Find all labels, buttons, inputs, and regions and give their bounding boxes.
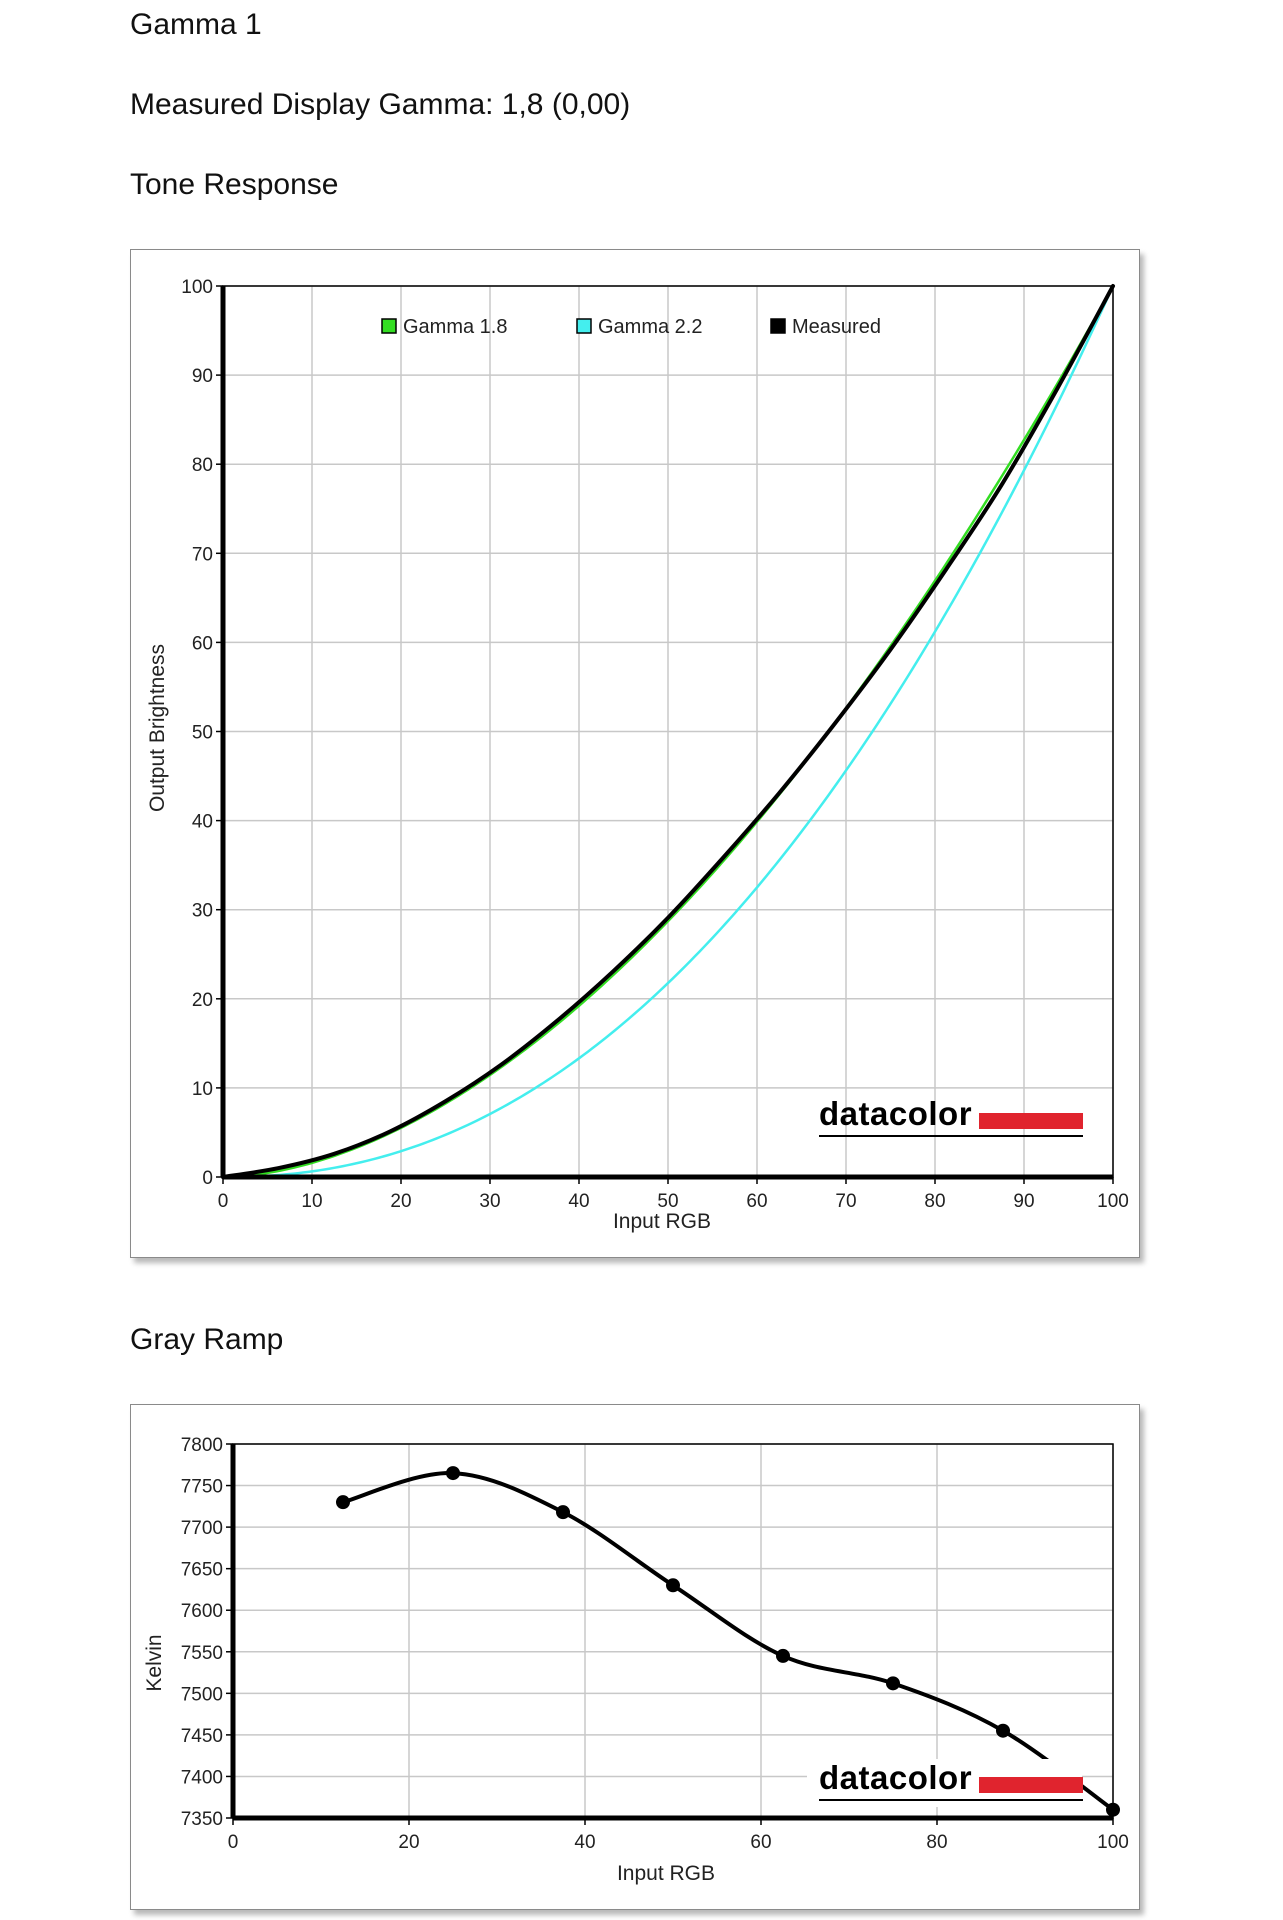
tone-y-tick-label: 60: [192, 633, 213, 654]
tone-grid: [223, 285, 1114, 1177]
tone-response-chart-panel: 0 10 20 30 40 50 60 70 80 90 100 0 10 20 30 40 50 60 70 80 9…: [130, 249, 1140, 1258]
measured-gamma-text: Measured Display Gamma: 1,8 (0,00): [130, 88, 631, 121]
tone-x-tick-label: 0: [218, 1191, 229, 1212]
datacolor-logo-underline: [819, 1799, 1083, 1801]
tone-legend-label: Measured: [792, 316, 881, 338]
tone-y-tick-label: 40: [192, 812, 213, 833]
gray-data-point: [996, 1723, 1010, 1738]
datacolor-logo-bar: [979, 1777, 1083, 1793]
tone-legend-label: Gamma 2.2: [598, 316, 702, 338]
gray-x-tick-label: 40: [574, 1832, 595, 1853]
datacolor-logo: datacolor: [819, 1095, 1083, 1137]
gray-y-tick-label: 7450: [181, 1726, 223, 1747]
gray-tick-labels: 0 20 40 60 80 100 7350 7400 7450 7500 7550 7600 7650…: [181, 1435, 1129, 1853]
tone-x-tick-label: 20: [390, 1191, 411, 1212]
gray-grid: [233, 1443, 1114, 1818]
tone-y-tick-label: 20: [192, 990, 213, 1011]
gray-y-tick-label: 7700: [181, 1518, 223, 1539]
gray-y-tick-label: 7500: [181, 1684, 223, 1705]
tone-y-tick-label: 30: [192, 901, 213, 922]
tone-x-tick-label: 40: [568, 1191, 589, 1212]
datacolor-logo-bar: [979, 1113, 1083, 1129]
tone-y-tick-label: 70: [192, 544, 213, 565]
gray-ramp-chart: 0 20 40 60 80 100 7350 7400 7450 7500 7550 7600 7650…: [143, 1435, 1129, 1885]
section-title-tone-response: Tone Response: [130, 168, 339, 201]
tone-legend-swatch: [770, 318, 786, 334]
gray-x-tick-label: 0: [228, 1832, 239, 1853]
gray-x-tick-label: 80: [926, 1832, 947, 1853]
gray-data-point: [556, 1505, 570, 1520]
gray-data-point: [776, 1648, 790, 1663]
tone-tick-labels: 0 10 20 30 40 50 60 70 80 90 100 0 10 20 30 40 50 60 70 80 9…: [181, 277, 1129, 1212]
tone-x-tick-label: 100: [1097, 1191, 1129, 1212]
tone-legend-label: Gamma 1.8: [403, 316, 507, 338]
gray-series-line-kelvin: [341, 1471, 1115, 1812]
section-title-gray-ramp: Gray Ramp: [130, 1323, 284, 1356]
tone-y-axis-label: Output Brightness: [146, 644, 169, 812]
gray-y-tick-label: 7800: [181, 1435, 223, 1456]
gray-data-point: [446, 1466, 460, 1481]
gray-ramp-chart-panel: 0 20 40 60 80 100 7350 7400 7450 7500 7550 7600 7650…: [130, 1404, 1140, 1910]
tone-y-tick-label: 10: [192, 1079, 213, 1100]
gray-x-tick-label: 60: [750, 1832, 771, 1853]
tone-y-tick-label: 90: [192, 366, 213, 387]
tone-response-chart: 0 10 20 30 40 50 60 70 80 90 100 0 10 20 30 40 50 60 70 80 9…: [146, 277, 1129, 1233]
tone-x-tick-label: 10: [301, 1191, 322, 1212]
gray-y-tick-label: 7400: [181, 1767, 223, 1788]
gray-y-tick-label: 7750: [181, 1477, 223, 1498]
datacolor-logo-gray: datacolor: [807, 1759, 1083, 1807]
tone-axes: [216, 285, 1114, 1184]
gray-data-point: [886, 1676, 900, 1691]
gray-x-tick-label: 20: [398, 1832, 419, 1853]
tone-x-tick-label: 70: [835, 1191, 856, 1212]
gray-data-point: [666, 1578, 680, 1593]
tone-y-tick-label: 80: [192, 455, 213, 476]
tone-series-line-measured: [221, 284, 1115, 1179]
tone-series-line-gamma-2-2: [221, 284, 1115, 1179]
tone-x-axis-label: Input RGB: [613, 1210, 711, 1233]
gray-data-point: [336, 1495, 350, 1510]
gray-y-axis-label: Kelvin: [143, 1634, 166, 1691]
tone-legend-swatch: [576, 318, 592, 334]
tone-x-tick-label: 50: [657, 1191, 678, 1212]
gray-y-tick-label: 7350: [181, 1809, 223, 1830]
tone-y-tick-label: 100: [181, 277, 213, 298]
gray-y-tick-label: 7650: [181, 1560, 223, 1581]
gray-x-axis-label: Input RGB: [617, 1862, 715, 1885]
datacolor-logo-text: datacolor: [819, 1095, 972, 1132]
gray-axes: [226, 1443, 1114, 1825]
datacolor-logo-underline: [819, 1135, 1083, 1137]
datacolor-logo-text: datacolor: [819, 1759, 972, 1796]
gray-y-tick-label: 7550: [181, 1643, 223, 1664]
tone-x-tick-label: 30: [479, 1191, 500, 1212]
tone-x-tick-label: 80: [924, 1191, 945, 1212]
tone-legend: Gamma 1.8 Gamma 2.2 Measured: [381, 316, 881, 338]
tone-legend-swatch: [381, 318, 397, 334]
gray-series: [336, 1466, 1120, 1817]
gray-x-tick-label: 100: [1097, 1832, 1129, 1853]
tone-series: [221, 284, 1115, 1179]
tone-y-tick-label: 0: [202, 1168, 213, 1189]
tone-x-tick-label: 60: [746, 1191, 767, 1212]
tone-y-tick-label: 50: [192, 723, 213, 744]
gray-y-tick-label: 7600: [181, 1601, 223, 1622]
page-title: Gamma 1: [130, 8, 262, 41]
tone-x-tick-label: 90: [1013, 1191, 1034, 1212]
